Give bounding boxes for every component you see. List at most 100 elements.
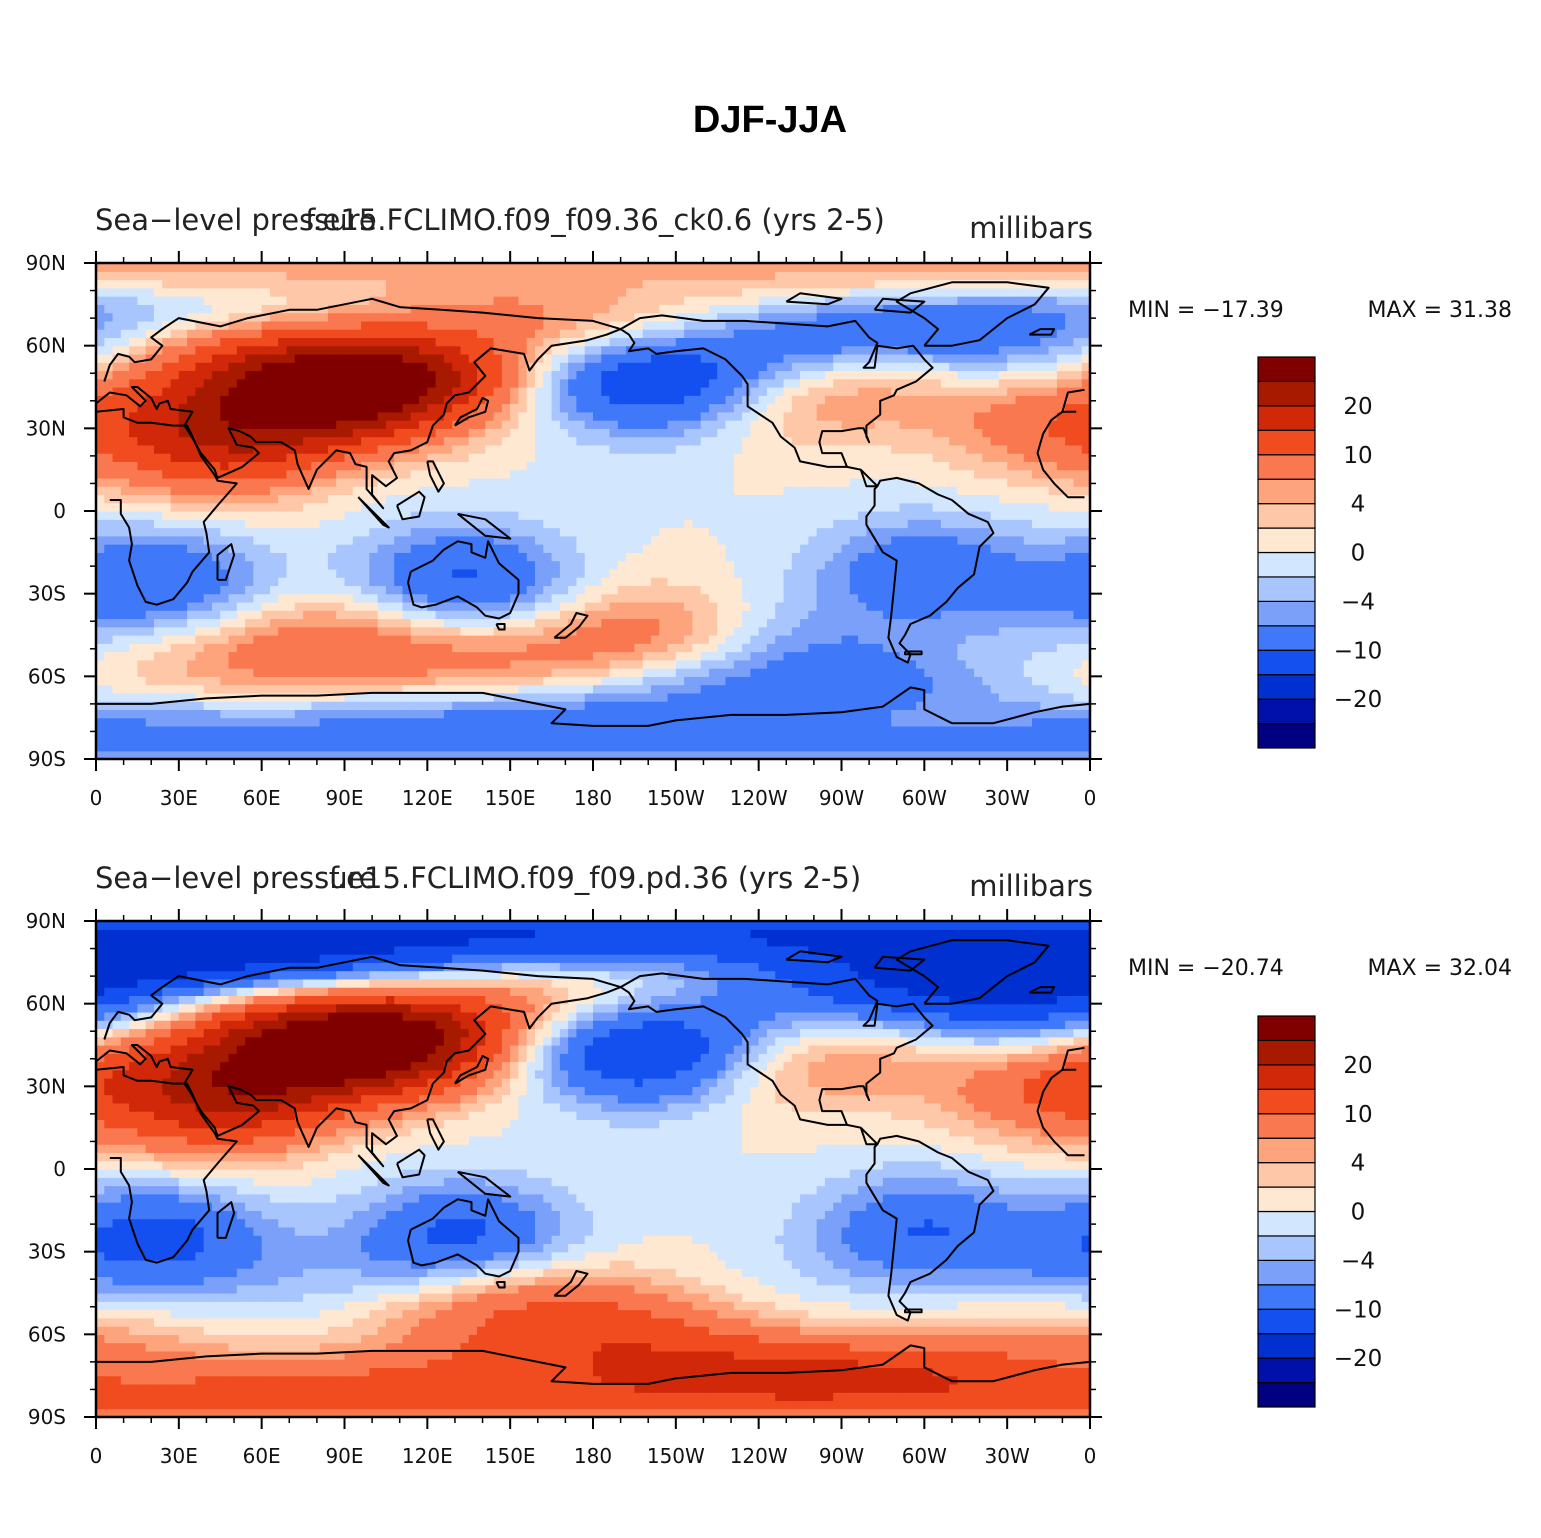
field-cell bbox=[659, 436, 669, 446]
field-cell bbox=[775, 378, 785, 388]
field-cell bbox=[692, 734, 702, 744]
field-cell bbox=[650, 593, 660, 603]
field-cell bbox=[220, 709, 230, 719]
field-cell bbox=[377, 568, 387, 578]
field-cell bbox=[510, 701, 520, 711]
field-cell bbox=[228, 453, 238, 463]
field-cell bbox=[253, 304, 263, 314]
field-cell bbox=[717, 502, 727, 512]
field-cell bbox=[261, 668, 271, 677]
field-cell bbox=[493, 725, 503, 735]
field-cell bbox=[245, 684, 254, 694]
field-cell bbox=[766, 544, 776, 553]
field-cell bbox=[584, 304, 594, 314]
field-cell bbox=[626, 626, 636, 636]
field-cell bbox=[394, 519, 404, 529]
field-cell bbox=[717, 395, 727, 405]
field-cell bbox=[576, 577, 586, 587]
field-cell bbox=[543, 444, 553, 454]
field-cell bbox=[535, 635, 544, 644]
field-cell bbox=[659, 601, 669, 611]
field-cell bbox=[659, 428, 669, 438]
field-cell bbox=[584, 709, 594, 719]
field-cell bbox=[584, 568, 594, 578]
field-cell bbox=[617, 527, 627, 537]
field-cell bbox=[593, 668, 602, 677]
field-cell bbox=[261, 750, 271, 759]
field-cell bbox=[493, 544, 503, 553]
field-cell bbox=[253, 263, 263, 272]
field-cell bbox=[427, 643, 437, 653]
field-cell bbox=[742, 610, 751, 620]
field-cell bbox=[601, 593, 611, 603]
field-cell bbox=[468, 444, 478, 454]
field-cell bbox=[327, 709, 337, 719]
field-cell bbox=[617, 279, 627, 289]
field-cell bbox=[700, 395, 710, 405]
field-cell bbox=[187, 387, 196, 396]
field-cell bbox=[162, 279, 172, 289]
field-cell bbox=[419, 692, 428, 702]
field-cell bbox=[369, 395, 379, 405]
field-cell bbox=[195, 750, 205, 759]
field-cell bbox=[170, 643, 180, 653]
field-cell bbox=[543, 329, 553, 339]
field-cell bbox=[493, 750, 503, 759]
field-cell bbox=[427, 411, 437, 421]
field-cell bbox=[725, 494, 735, 504]
field-cell bbox=[650, 668, 660, 677]
field-cell bbox=[419, 750, 428, 759]
field-cell bbox=[336, 601, 346, 611]
field-cell bbox=[551, 635, 561, 644]
field-cell bbox=[236, 486, 246, 496]
field-cell bbox=[593, 494, 602, 504]
field-cell bbox=[303, 436, 312, 446]
field-cell bbox=[758, 676, 768, 686]
field-cell bbox=[245, 403, 254, 413]
field-cell bbox=[261, 395, 271, 405]
field-cell bbox=[294, 568, 304, 578]
field-cell bbox=[236, 601, 246, 611]
field-cell bbox=[609, 312, 619, 322]
field-cell bbox=[708, 494, 718, 504]
field-cell bbox=[311, 527, 321, 537]
field-cell bbox=[717, 585, 727, 595]
field-cell bbox=[245, 618, 254, 628]
field-cell bbox=[733, 287, 743, 297]
field-cell bbox=[667, 692, 677, 702]
field-cell bbox=[535, 444, 544, 454]
field-cell bbox=[659, 635, 669, 644]
field-cell bbox=[369, 320, 379, 330]
field-cell bbox=[559, 378, 569, 388]
field-cell bbox=[609, 494, 619, 504]
field-cell bbox=[750, 527, 760, 537]
field-cell bbox=[137, 734, 147, 744]
field-cell bbox=[700, 692, 710, 702]
field-cell bbox=[510, 494, 520, 504]
field-cell bbox=[278, 444, 288, 454]
field-cell bbox=[559, 353, 569, 363]
field-cell bbox=[766, 610, 776, 620]
field-cell bbox=[700, 378, 710, 388]
field-cell bbox=[510, 601, 520, 611]
field-cell bbox=[609, 271, 619, 281]
field-cell bbox=[303, 750, 312, 759]
field-cell bbox=[742, 701, 751, 711]
field-cell bbox=[593, 353, 602, 363]
field-cell bbox=[626, 568, 636, 578]
field-cell bbox=[692, 643, 702, 653]
field-cell bbox=[650, 742, 660, 752]
field-cell bbox=[535, 486, 544, 496]
field-cell bbox=[510, 411, 520, 421]
field-cell bbox=[659, 411, 669, 421]
field-cell bbox=[601, 304, 611, 314]
field-cell bbox=[269, 519, 279, 529]
field-cell bbox=[112, 577, 122, 587]
field-cell bbox=[477, 378, 486, 388]
field-cell bbox=[220, 296, 230, 305]
field-cell bbox=[278, 271, 288, 281]
field-cell bbox=[311, 692, 321, 702]
field-cell bbox=[261, 676, 271, 686]
field-cell bbox=[543, 337, 553, 347]
field-cell bbox=[435, 610, 445, 620]
